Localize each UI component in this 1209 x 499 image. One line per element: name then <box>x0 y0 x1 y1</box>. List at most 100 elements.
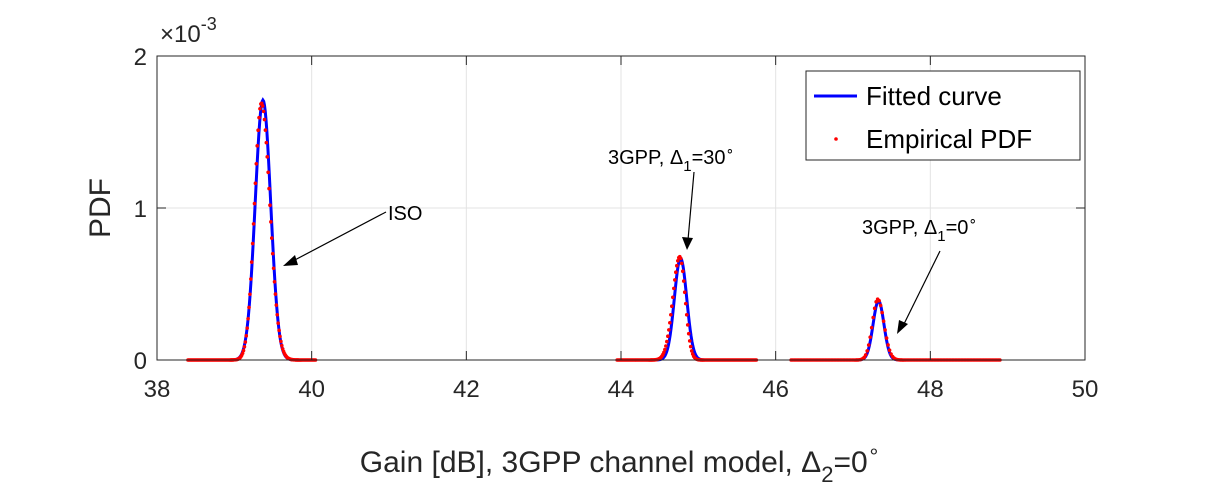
empirical-pdf-point <box>278 334 282 339</box>
empirical-pdf-point <box>248 292 252 297</box>
empirical-pdf-point <box>877 298 881 303</box>
annotation-3gpp-0-arrowhead <box>897 320 908 334</box>
empirical-pdf-point <box>673 278 677 282</box>
tick-labels: 38 40 42 44 46 48 50 0 1 2 <box>134 44 1099 403</box>
x-axis-label: Gain [dB], 3GPP channel model, Δ2=0∘ <box>360 441 880 487</box>
annotation-iso-arrowhead <box>283 255 298 266</box>
empirical-pdf-point <box>689 349 694 353</box>
empirical-pdf-point <box>866 343 871 347</box>
empirical-pdf-point <box>669 312 673 317</box>
y-axis-multiplier: ×10-3 <box>160 14 217 48</box>
empirical-pdf-point <box>264 140 269 145</box>
empirical-pdf-point <box>265 155 270 159</box>
empirical-pdf-point <box>662 350 666 355</box>
empirical-pdf-point <box>262 117 267 122</box>
empirical-pdf-point <box>688 344 693 349</box>
empirical-pdf-point <box>263 128 268 132</box>
x-tick-label: 42 <box>453 376 480 403</box>
y-tick-label: 1 <box>134 196 147 223</box>
empirical-pdf-point <box>274 303 279 307</box>
annotation-3gpp-30: 3GPP, Δ1=30∘ <box>608 142 734 250</box>
empirical-pdf-point <box>871 315 875 320</box>
empirical-pdf-point <box>271 266 276 271</box>
x-tick-label: 48 <box>917 376 944 403</box>
empirical-pdf-point <box>667 328 671 332</box>
empirical-pdf-point <box>269 220 273 224</box>
empirical-pdf-point <box>675 258 680 263</box>
empirical-pdf-point <box>886 343 890 347</box>
x-tick-label: 38 <box>144 376 171 403</box>
empirical-pdf-point <box>247 305 251 310</box>
empirical-pdf-point <box>241 348 246 353</box>
empirical-pdf-point <box>666 334 670 339</box>
annotation-iso-text: ISO <box>388 203 422 225</box>
annotation-3gpp-0-text: 3GPP, Δ1=0∘ <box>862 212 977 245</box>
annotation-3gpp-30-arrow <box>687 171 695 241</box>
empirical-pdf-point <box>244 334 249 338</box>
empirical-pdf-point <box>279 339 283 344</box>
x-tick-label: 46 <box>762 376 789 403</box>
x-tick-label: 44 <box>608 376 635 403</box>
empirical-pdf-point <box>280 343 284 348</box>
y-tick-label: 2 <box>134 44 147 71</box>
legend: Fitted curve Empirical PDF <box>805 70 1081 161</box>
annotation-3gpp-0-arrow <box>902 250 941 327</box>
empirical-pdf-point <box>251 222 256 226</box>
empirical-pdf-point <box>272 279 277 284</box>
empirical-pdf-point <box>878 303 883 308</box>
empirical-pdf-point <box>250 241 255 246</box>
empirical-pdf-point <box>668 320 672 325</box>
empirical-pdf-point <box>240 351 245 356</box>
empirical-pdf-point <box>678 256 683 261</box>
empirical-pdf-point <box>270 251 275 256</box>
annotation-iso: ISO <box>283 203 422 266</box>
empirical-pdf-point <box>680 269 685 274</box>
empirical-pdf-point <box>276 321 280 325</box>
empirical-pdf-point <box>679 261 684 266</box>
legend-label-fitted-curve: Fitted curve <box>866 81 1002 111</box>
empirical-pdf-point <box>881 319 886 323</box>
empirical-pdf-point <box>687 339 692 343</box>
empirical-pdf-point <box>273 292 278 296</box>
empirical-pdf-point <box>261 109 266 114</box>
legend-box <box>805 70 1081 161</box>
empirical-pdf-point <box>257 115 261 120</box>
annotation-3gpp-0: 3GPP, Δ1=0∘ <box>862 212 977 334</box>
empirical-pdf-point <box>663 347 667 352</box>
empirical-pdf-point <box>266 170 270 175</box>
empirical-pdf-point <box>243 340 248 344</box>
empirical-pdf-point <box>249 277 253 281</box>
empirical-pdf-point <box>681 279 686 283</box>
empirical-pdf-point <box>684 312 689 317</box>
empirical-pdf-point <box>665 339 669 344</box>
empirical-pdf-point <box>868 335 872 339</box>
empirical-pdf-point <box>686 331 691 336</box>
empirical-pdf-point <box>249 260 254 264</box>
empirical-pdf-point <box>254 162 259 166</box>
empirical-pdf-point <box>267 186 271 191</box>
empirical-pdf-point <box>672 286 676 291</box>
empirical-pdf-point <box>674 270 678 275</box>
empirical-pdf-point <box>255 144 259 148</box>
empirical-pdf-point <box>246 316 250 321</box>
empirical-pdf-point <box>872 306 877 311</box>
annotation-3gpp-30-text: 3GPP, Δ1=30∘ <box>608 142 734 175</box>
empirical-pdf-point <box>670 304 674 309</box>
empirical-pdf-point <box>256 128 260 133</box>
empirical-pdf-point <box>883 328 887 332</box>
empirical-pdf-point <box>682 290 687 295</box>
empirical-pdf-point <box>277 328 281 333</box>
empirical-pdf-point <box>260 104 265 108</box>
empirical-pdf-point <box>245 326 249 330</box>
empirical-pdf-point <box>674 263 679 268</box>
empirical-pdf-point <box>683 301 688 306</box>
empirical-pdf-point <box>258 106 262 111</box>
empirical-pdf-point <box>269 236 274 240</box>
legend-swatch-empirical-pdf <box>834 137 838 141</box>
empirical-pdf-point <box>268 203 272 208</box>
empirical-pdf-point <box>884 336 889 340</box>
empirical-pdf-point <box>252 201 257 206</box>
axes <box>156 55 1086 361</box>
empirical-pdf-point <box>887 348 892 353</box>
